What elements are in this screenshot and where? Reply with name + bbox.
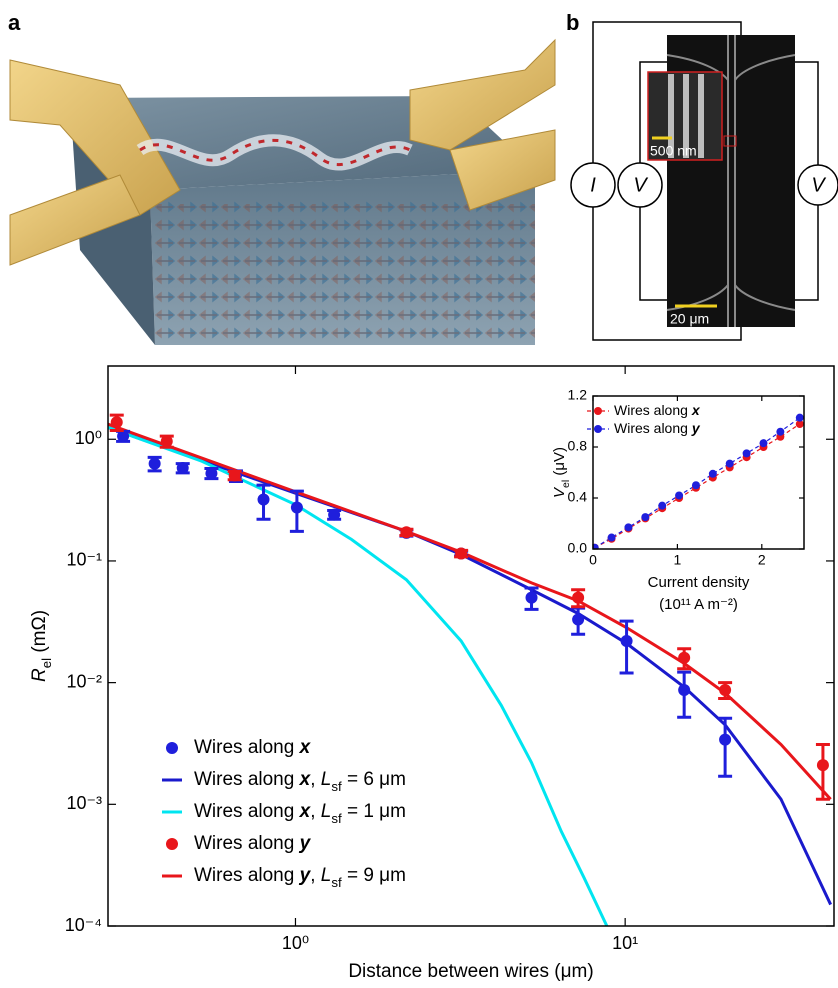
data-point <box>743 449 751 457</box>
text-part: = 6 μm <box>342 769 406 790</box>
data-point <box>572 614 584 626</box>
text-part: , <box>310 801 321 822</box>
text-part: R <box>29 668 50 682</box>
panel-a-illustration <box>10 40 555 345</box>
y-axis-label: Rel (mΩ) <box>29 610 54 682</box>
legend-marker <box>166 742 178 754</box>
y-tick-label: 10⁻² <box>66 671 102 691</box>
data-point <box>608 534 616 542</box>
x-axis-label: Current density <box>648 574 750 591</box>
legend-marker <box>594 407 602 415</box>
data-point <box>624 523 632 531</box>
text-part: Wires along <box>194 801 300 822</box>
x-axis-label: (10¹¹ A m⁻²) <box>659 596 738 613</box>
text-part: sf <box>331 779 342 794</box>
figure: a 500 nm 20 μm I V V b 10⁰ 10¹ 10⁻⁴ 10⁻³ 10⁻… <box>0 0 838 988</box>
data-point <box>205 467 217 479</box>
text-part: , <box>310 865 321 886</box>
data-point <box>291 501 303 513</box>
data-point <box>675 491 683 499</box>
legend-marker <box>594 425 602 433</box>
data-point <box>678 652 690 664</box>
scale-bar-label: 500 nm <box>650 143 697 159</box>
y-tick-label: 10⁻¹ <box>66 550 102 570</box>
data-point <box>678 684 690 696</box>
y-tick-label: 0.0 <box>568 540 588 556</box>
data-point <box>641 513 649 521</box>
meter-label: I <box>590 174 596 196</box>
meter-label: V <box>811 174 826 196</box>
data-point <box>658 502 666 510</box>
y-tick-label: 10⁻⁴ <box>65 915 102 935</box>
data-point <box>111 416 123 428</box>
y-tick-label: 1.2 <box>568 387 588 403</box>
data-point <box>692 481 700 489</box>
x-axis-label: Distance between wires (μm) <box>348 961 593 982</box>
scale-bar-label: 20 μm <box>670 311 709 327</box>
text-part: (μV) <box>551 447 568 480</box>
x-tick-label: 10¹ <box>612 933 638 953</box>
text-part: sf <box>331 875 342 890</box>
text-part: sf <box>331 811 342 826</box>
text-part: y <box>691 420 701 436</box>
text-part: Wires along <box>194 865 300 886</box>
text-part: x <box>299 737 312 758</box>
y-tick-label: 10⁻³ <box>66 793 102 813</box>
meter-label: V <box>633 174 648 196</box>
data-point <box>719 684 731 696</box>
data-point <box>796 414 804 422</box>
data-point <box>149 458 161 470</box>
y-tick-label: 0.4 <box>568 489 588 505</box>
text-part: Wires along <box>614 420 692 436</box>
legend-label: Wires along x <box>194 737 312 758</box>
data-point <box>726 460 734 468</box>
text-part: (mΩ) <box>29 610 50 658</box>
text-part: L <box>321 865 332 886</box>
y-tick-label: 0.8 <box>568 438 588 454</box>
text-part: Wires along <box>194 737 300 758</box>
data-point <box>719 734 731 746</box>
data-point <box>759 439 767 447</box>
panel-label: b <box>566 10 579 35</box>
legend-label: Wires along y <box>194 833 312 854</box>
x-tick-label: 10⁰ <box>282 933 309 953</box>
legend-label: Wires along x <box>614 402 701 418</box>
data-point <box>328 509 340 521</box>
data-point <box>229 469 241 481</box>
data-point <box>621 635 633 647</box>
text-part: L <box>321 769 332 790</box>
panel-label: a <box>8 10 21 35</box>
text-part: Wires along <box>194 833 300 854</box>
data-point <box>709 470 717 478</box>
text-part: Wires along <box>194 769 300 790</box>
data-point <box>161 435 173 447</box>
text-part: el <box>560 480 572 488</box>
legend-label: Wires along y <box>614 420 701 436</box>
data-point <box>455 548 467 560</box>
plots: 10⁰ 10¹ 10⁻⁴ 10⁻³ 10⁻² 10⁻¹ 10⁰ Rel (mΩ) Distanc… <box>29 366 834 982</box>
text-part: = 1 μm <box>342 801 406 822</box>
x-tick-label: 1 <box>674 552 682 568</box>
data-point <box>526 592 538 604</box>
data-point <box>258 493 270 505</box>
text-part: = 9 μm <box>342 865 406 886</box>
data-point <box>400 526 412 538</box>
x-tick-label: 0 <box>589 552 597 568</box>
text-part: el <box>39 658 54 668</box>
data-point <box>817 759 829 771</box>
data-point <box>572 592 584 604</box>
text-part: L <box>321 801 332 822</box>
text-part: , <box>310 769 321 790</box>
text-part: y <box>299 833 312 854</box>
data-point <box>177 462 189 474</box>
x-tick-label: 2 <box>758 552 766 568</box>
text-part: Wires along <box>614 402 692 418</box>
legend-marker <box>166 838 178 850</box>
text-part: x <box>691 402 701 418</box>
data-point <box>776 428 784 436</box>
y-tick-label: 10⁰ <box>75 428 102 448</box>
